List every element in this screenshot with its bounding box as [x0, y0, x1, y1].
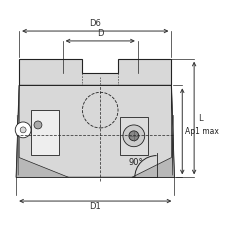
Bar	[31, 110, 59, 155]
Text: D: D	[97, 29, 103, 38]
Text: D1: D1	[90, 202, 101, 211]
Circle shape	[20, 127, 26, 133]
Bar	[120, 117, 148, 155]
Polygon shape	[132, 85, 174, 177]
Text: Ap1 max: Ap1 max	[185, 127, 219, 136]
Polygon shape	[16, 85, 69, 177]
Polygon shape	[172, 115, 173, 175]
Circle shape	[129, 131, 139, 141]
Text: D6: D6	[89, 19, 101, 28]
Polygon shape	[19, 59, 171, 85]
Text: L: L	[198, 114, 203, 123]
Polygon shape	[16, 85, 174, 177]
Circle shape	[34, 121, 42, 129]
Circle shape	[123, 125, 145, 147]
Text: 90°: 90°	[129, 158, 144, 168]
Polygon shape	[17, 115, 18, 175]
Circle shape	[15, 122, 31, 138]
